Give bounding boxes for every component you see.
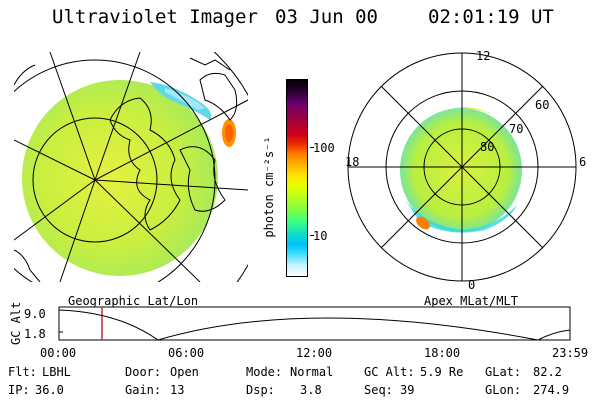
info-mode-label: Mode: bbox=[246, 365, 283, 379]
altitude-curve bbox=[58, 309, 571, 341]
info-glat-value: 82.2 bbox=[533, 365, 562, 379]
auroral-image bbox=[400, 108, 522, 232]
info-flt-value: LBHL bbox=[42, 365, 71, 379]
altitude-ytick-1-8: 1.8 bbox=[24, 327, 46, 341]
info-gain-value: 13 bbox=[170, 383, 185, 397]
right-map-caption: Apex MLat/MLT bbox=[424, 294, 518, 308]
colorbar-tick-100: 100 bbox=[313, 141, 335, 155]
mlt-label-0: 0 bbox=[468, 278, 475, 292]
altitude-xtick-1200: 12:00 bbox=[296, 346, 333, 360]
info-seq-value: 39 bbox=[400, 383, 415, 397]
left-map-caption: Geographic Lat/Lon bbox=[68, 294, 199, 308]
mlat-mlt-plot: 12 18 6 0 60 70 80 bbox=[345, 49, 586, 292]
info-ip-value: 36.0 bbox=[35, 383, 64, 397]
geographic-map bbox=[14, 52, 248, 282]
altitude-xtick-1800: 18:00 bbox=[424, 346, 461, 360]
info-gcalt-value: 5.9 Re bbox=[420, 365, 464, 379]
colorbar bbox=[286, 79, 308, 277]
info-glon-label: GLon: bbox=[485, 383, 522, 397]
info-glon-value: 274.9 bbox=[533, 383, 570, 397]
date-label: 03 Jun 00 bbox=[275, 6, 378, 28]
altitude-xtick-0600: 06:00 bbox=[168, 346, 205, 360]
image-footprint bbox=[22, 80, 218, 276]
info-gain-label: Gain: bbox=[125, 383, 162, 397]
info-glat-label: GLat: bbox=[485, 365, 522, 379]
altitude-xtick-2359: 23:59 bbox=[552, 346, 589, 360]
info-mode-value: Normal bbox=[290, 365, 334, 379]
altitude-plot bbox=[58, 306, 571, 341]
mlat-label-60: 60 bbox=[535, 98, 549, 112]
info-seq-label: Seq: bbox=[364, 383, 393, 397]
mlat-label-70: 70 bbox=[509, 122, 523, 136]
mlt-label-6: 6 bbox=[579, 155, 586, 169]
mlt-label-12: 12 bbox=[476, 49, 490, 63]
mlt-label-18: 18 bbox=[345, 155, 359, 169]
info-dsp-value: 3.8 bbox=[300, 383, 322, 397]
altitude-ylabel: GC Alt bbox=[9, 301, 23, 345]
instrument-title: Ultraviolet Imager bbox=[52, 6, 258, 28]
mlat-label-80: 80 bbox=[480, 140, 494, 154]
info-door-label: Door: bbox=[125, 365, 162, 379]
info-gcalt-label: GC Alt: bbox=[364, 365, 415, 379]
colorbar-unit-label: photon cm⁻²s⁻¹ bbox=[262, 136, 276, 238]
info-flt-label: Flt: bbox=[8, 365, 37, 379]
altitude-ytick-9: 9.0 bbox=[24, 307, 46, 321]
time-label: 02:01:19 UT bbox=[428, 6, 554, 28]
info-ip-label: IP: bbox=[8, 383, 30, 397]
info-dsp-label: Dsp: bbox=[246, 383, 275, 397]
altitude-xtick-0000: 00:00 bbox=[40, 346, 77, 360]
info-door-value: Open bbox=[170, 365, 199, 379]
colorbar-tick-10: 10 bbox=[313, 229, 328, 243]
